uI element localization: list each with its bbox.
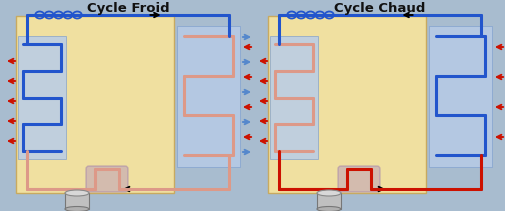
Bar	[270, 36, 318, 159]
FancyBboxPatch shape	[86, 166, 128, 192]
Ellipse shape	[317, 190, 341, 196]
Text: Cycle Chaud: Cycle Chaud	[334, 2, 426, 15]
Ellipse shape	[65, 207, 89, 211]
Ellipse shape	[65, 190, 89, 196]
Bar	[16, 16, 174, 193]
FancyBboxPatch shape	[338, 166, 380, 192]
Bar	[268, 16, 426, 193]
Bar	[65, 193, 89, 209]
Bar	[18, 36, 66, 159]
Bar	[177, 26, 240, 167]
Text: Cycle Froid: Cycle Froid	[87, 2, 169, 15]
Bar	[429, 26, 492, 167]
Ellipse shape	[317, 207, 341, 211]
Bar	[317, 193, 341, 209]
